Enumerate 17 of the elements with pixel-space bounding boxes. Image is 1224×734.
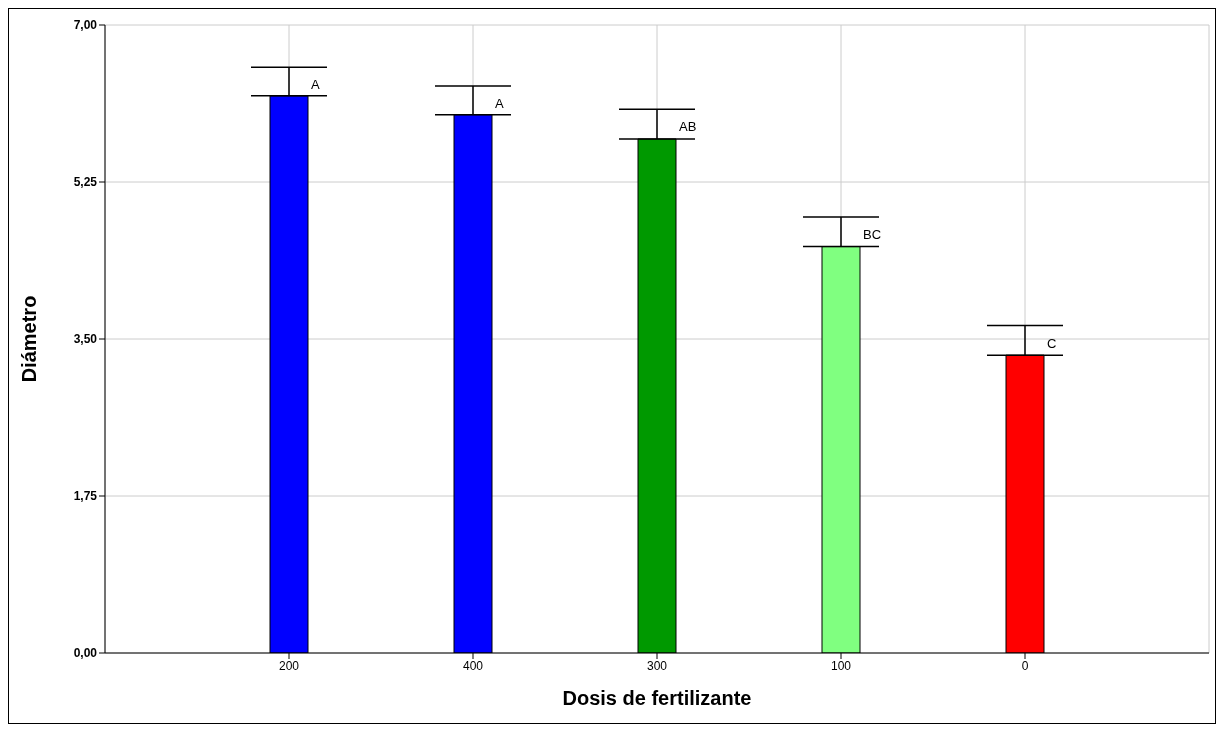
y-tick-label: 3,50 — [73, 332, 98, 347]
y-tick-label: 7,00 — [73, 18, 98, 33]
annotation: A — [311, 77, 320, 93]
x-tick-label: 400 — [462, 658, 484, 673]
y-axis-title: Diámetro — [18, 295, 41, 383]
x-tick-label: 200 — [278, 658, 300, 673]
y-tick-label: 5,25 — [73, 175, 98, 190]
annotation: BC — [863, 226, 882, 242]
annotation: AB — [679, 119, 697, 135]
x-tick-label: 300 — [646, 658, 668, 673]
annotation: A — [495, 96, 504, 112]
x-tick-label: 100 — [830, 658, 852, 673]
x-tick-label: 0 — [1021, 658, 1029, 673]
y-tick-label: 1,75 — [73, 489, 98, 504]
x-axis-title: Dosis de fertilizante — [562, 687, 752, 709]
y-tick-label: 0,00 — [73, 646, 98, 661]
annotation: C — [1047, 335, 1057, 351]
